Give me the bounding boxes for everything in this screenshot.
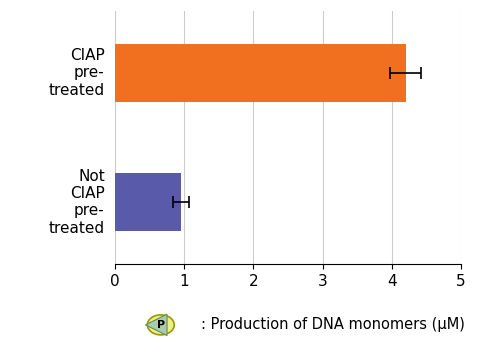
- Bar: [115, 173, 181, 231]
- Text: P: P: [157, 320, 165, 330]
- Bar: [115, 44, 406, 102]
- Text: : Production of DNA monomers (μM): : Production of DNA monomers (μM): [201, 317, 465, 332]
